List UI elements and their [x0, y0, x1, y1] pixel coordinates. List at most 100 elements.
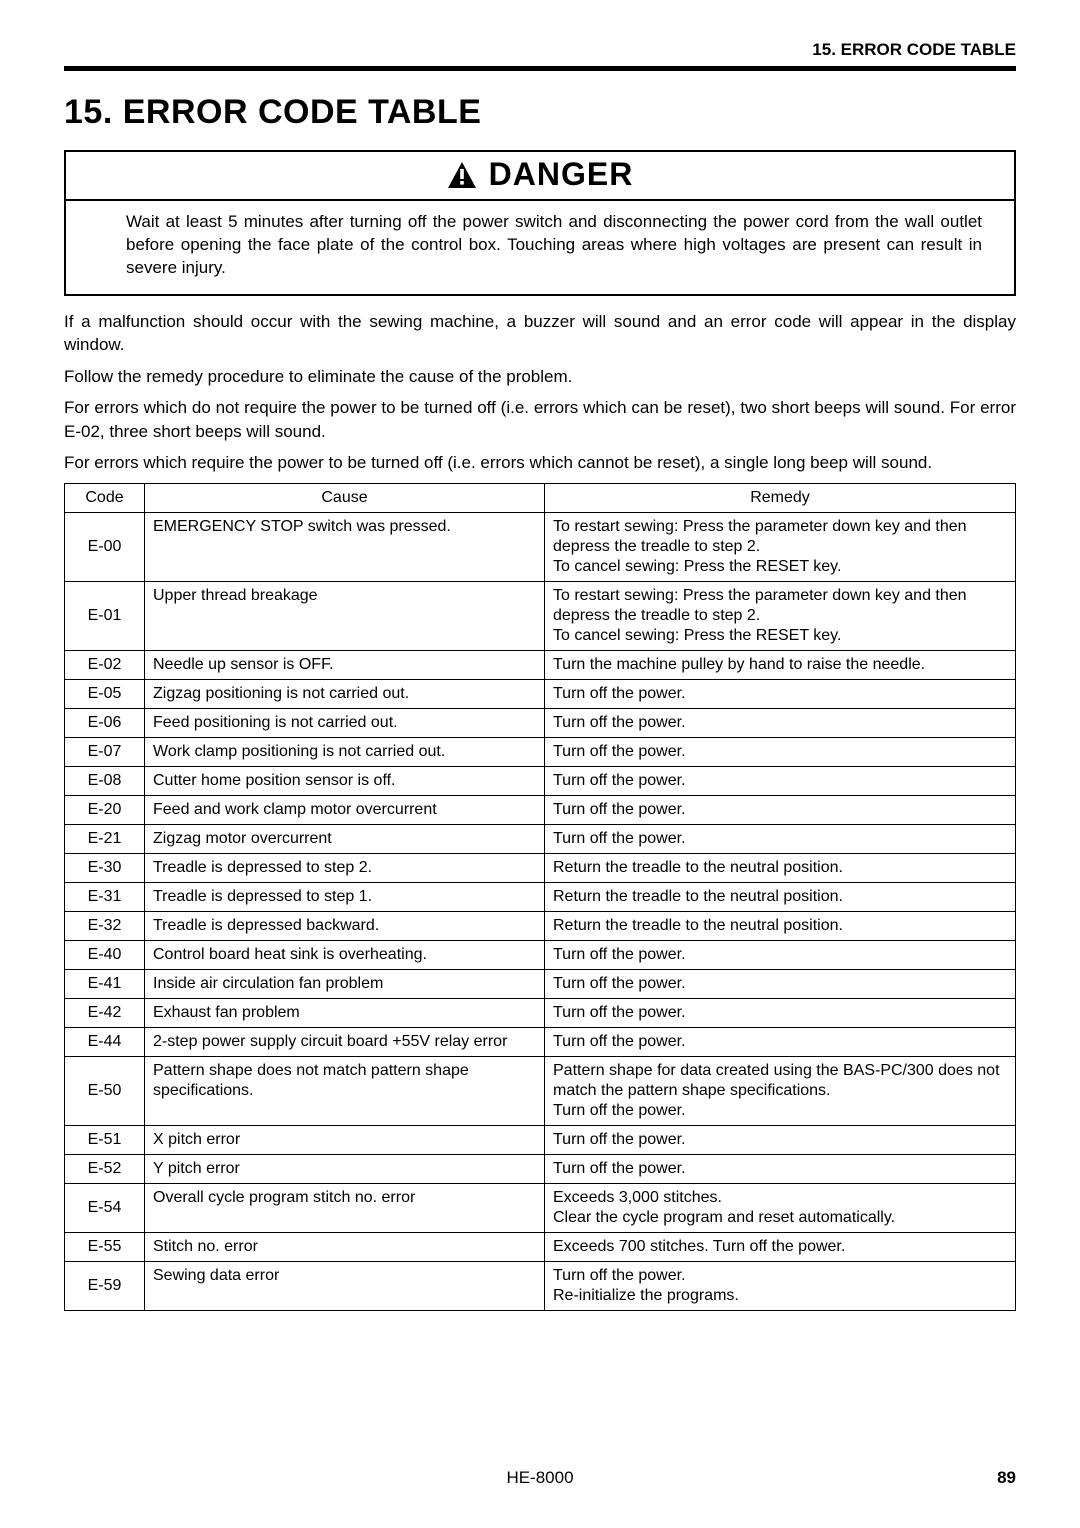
cell-remedy: Exceeds 700 stitches. Turn off the power… [545, 1232, 1016, 1261]
cell-cause: Feed and work clamp motor overcurrent [145, 795, 545, 824]
warning-icon [447, 161, 477, 189]
cell-remedy: Return the treadle to the neutral positi… [545, 911, 1016, 940]
cell-remedy: Turn off the power. [545, 998, 1016, 1027]
cell-code: E-32 [65, 911, 145, 940]
cell-code: E-42 [65, 998, 145, 1027]
danger-body: Wait at least 5 minutes after turning of… [66, 201, 1014, 294]
table-row: E-07Work clamp positioning is not carrie… [65, 737, 1016, 766]
cell-remedy: Turn off the power. [545, 940, 1016, 969]
cell-code: E-44 [65, 1027, 145, 1056]
cell-cause: Upper thread breakage [145, 581, 545, 650]
cell-remedy: Return the treadle to the neutral positi… [545, 853, 1016, 882]
table-row: E-42Exhaust fan problemTurn off the powe… [65, 998, 1016, 1027]
cell-remedy: Turn off the power. [545, 1027, 1016, 1056]
page-title: 15. ERROR CODE TABLE [64, 93, 1016, 132]
cell-cause: Treadle is depressed to step 1. [145, 882, 545, 911]
cell-cause: Sewing data error [145, 1261, 545, 1310]
cell-cause: Exhaust fan problem [145, 998, 545, 1027]
cell-code: E-07 [65, 737, 145, 766]
cell-cause: Treadle is depressed to step 2. [145, 853, 545, 882]
table-row: E-32Treadle is depressed backward.Return… [65, 911, 1016, 940]
intro-paragraph-4: For errors which require the power to be… [64, 451, 1016, 474]
footer-page-number: 89 [997, 1468, 1016, 1488]
cell-code: E-59 [65, 1261, 145, 1310]
cell-remedy: Turn off the power. [545, 795, 1016, 824]
danger-label: DANGER [489, 156, 634, 193]
table-header-row: Code Cause Remedy [65, 483, 1016, 512]
intro-paragraph-3: For errors which do not require the powe… [64, 396, 1016, 443]
cell-cause: Overall cycle program stitch no. error [145, 1183, 545, 1232]
cell-code: E-52 [65, 1154, 145, 1183]
cell-remedy: Turn off the power. [545, 824, 1016, 853]
table-row: E-52Y pitch errorTurn off the power. [65, 1154, 1016, 1183]
table-row: E-00EMERGENCY STOP switch was pressed.To… [65, 512, 1016, 581]
cell-remedy: Turn off the power. [545, 969, 1016, 998]
table-row: E-442-step power supply circuit board +5… [65, 1027, 1016, 1056]
col-cause: Cause [145, 483, 545, 512]
cell-code: E-05 [65, 679, 145, 708]
error-code-table: Code Cause Remedy E-00EMERGENCY STOP swi… [64, 483, 1016, 1311]
danger-box: DANGER Wait at least 5 minutes after tur… [64, 150, 1016, 296]
cell-code: E-55 [65, 1232, 145, 1261]
cell-remedy: Turn off the power. [545, 679, 1016, 708]
cell-code: E-51 [65, 1125, 145, 1154]
cell-cause: Feed positioning is not carried out. [145, 708, 545, 737]
cell-remedy: Pattern shape for data created using the… [545, 1056, 1016, 1125]
table-row: E-08Cutter home position sensor is off.T… [65, 766, 1016, 795]
section-rule [64, 66, 1016, 71]
cell-cause: Treadle is depressed backward. [145, 911, 545, 940]
cell-code: E-20 [65, 795, 145, 824]
cell-cause: Zigzag positioning is not carried out. [145, 679, 545, 708]
cell-cause: Zigzag motor overcurrent [145, 824, 545, 853]
table-row: E-31Treadle is depressed to step 1.Retur… [65, 882, 1016, 911]
danger-heading: DANGER [66, 152, 1014, 201]
cell-cause: Pattern shape does not match pattern sha… [145, 1056, 545, 1125]
cell-remedy: Turn the machine pulley by hand to raise… [545, 650, 1016, 679]
cell-code: E-30 [65, 853, 145, 882]
cell-code: E-08 [65, 766, 145, 795]
cell-remedy: Turn off the power. [545, 737, 1016, 766]
cell-cause: Needle up sensor is OFF. [145, 650, 545, 679]
cell-remedy: Turn off the power. [545, 708, 1016, 737]
table-row: E-51X pitch errorTurn off the power. [65, 1125, 1016, 1154]
cell-remedy: Turn off the power.Re-initialize the pro… [545, 1261, 1016, 1310]
cell-remedy: Turn off the power. [545, 1125, 1016, 1154]
cell-cause: EMERGENCY STOP switch was pressed. [145, 512, 545, 581]
cell-remedy: Turn off the power. [545, 1154, 1016, 1183]
cell-remedy: To restart sewing: Press the parameter d… [545, 581, 1016, 650]
intro-paragraph-1: If a malfunction should occur with the s… [64, 310, 1016, 357]
table-row: E-30Treadle is depressed to step 2.Retur… [65, 853, 1016, 882]
cell-code: E-21 [65, 824, 145, 853]
cell-code: E-54 [65, 1183, 145, 1232]
cell-code: E-31 [65, 882, 145, 911]
cell-cause: Cutter home position sensor is off. [145, 766, 545, 795]
cell-cause: X pitch error [145, 1125, 545, 1154]
page-footer: HE-8000 89 [64, 1468, 1016, 1488]
cell-code: E-50 [65, 1056, 145, 1125]
footer-model: HE-8000 [506, 1468, 573, 1488]
cell-remedy: Turn off the power. [545, 766, 1016, 795]
cell-cause: Work clamp positioning is not carried ou… [145, 737, 545, 766]
intro-paragraph-2: Follow the remedy procedure to eliminate… [64, 365, 1016, 388]
cell-cause: 2-step power supply circuit board +55V r… [145, 1027, 545, 1056]
cell-cause: Stitch no. error [145, 1232, 545, 1261]
cell-cause: Inside air circulation fan problem [145, 969, 545, 998]
col-code: Code [65, 483, 145, 512]
table-row: E-01Upper thread breakageTo restart sewi… [65, 581, 1016, 650]
cell-code: E-00 [65, 512, 145, 581]
table-row: E-21Zigzag motor overcurrentTurn off the… [65, 824, 1016, 853]
table-row: E-50Pattern shape does not match pattern… [65, 1056, 1016, 1125]
cell-code: E-01 [65, 581, 145, 650]
col-remedy: Remedy [545, 483, 1016, 512]
table-row: E-05Zigzag positioning is not carried ou… [65, 679, 1016, 708]
cell-remedy: Return the treadle to the neutral positi… [545, 882, 1016, 911]
table-row: E-59Sewing data errorTurn off the power.… [65, 1261, 1016, 1310]
table-row: E-55Stitch no. errorExceeds 700 stitches… [65, 1232, 1016, 1261]
cell-code: E-02 [65, 650, 145, 679]
cell-code: E-41 [65, 969, 145, 998]
table-row: E-06Feed positioning is not carried out.… [65, 708, 1016, 737]
section-header: 15. ERROR CODE TABLE [64, 40, 1016, 66]
cell-cause: Control board heat sink is overheating. [145, 940, 545, 969]
table-row: E-40Control board heat sink is overheati… [65, 940, 1016, 969]
cell-code: E-40 [65, 940, 145, 969]
